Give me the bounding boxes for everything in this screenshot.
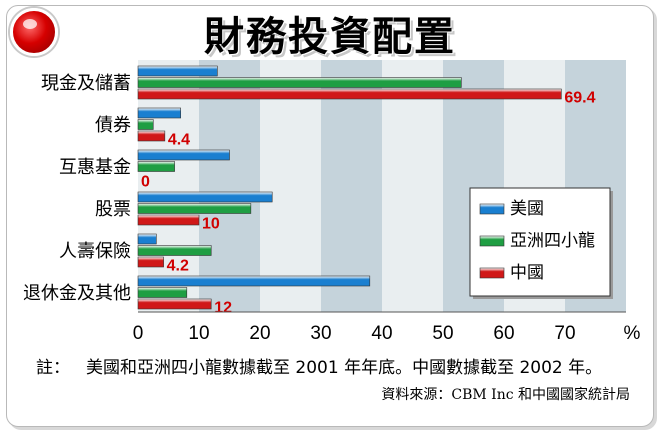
x-tick-label: 70	[554, 323, 575, 344]
legend-swatch	[479, 235, 505, 247]
chart-title: 財務投資配置	[204, 14, 456, 60]
data-label: 4.2	[167, 258, 189, 275]
legend-swatch	[479, 267, 505, 279]
bar	[137, 233, 157, 245]
grid-band	[138, 60, 199, 312]
bar	[137, 130, 166, 142]
bar	[137, 161, 175, 172]
bar	[137, 107, 182, 119]
x-tick-label: 0	[133, 323, 144, 344]
bar	[137, 245, 212, 256]
bar	[137, 191, 273, 203]
data-label: 10	[202, 216, 220, 233]
legend-label: 美國	[510, 199, 544, 219]
bar	[137, 119, 154, 130]
grid-band	[382, 60, 443, 312]
category-label: 債券	[95, 115, 131, 136]
bar	[137, 275, 371, 287]
category-label: 退休金及其他	[23, 283, 131, 304]
red-circle-icon	[10, 8, 58, 56]
bar	[137, 298, 212, 310]
bar	[137, 287, 188, 298]
x-tick-label: 30	[310, 323, 331, 344]
footnote-text: 美國和亞洲四小龍數據截至 2001 年年底。中國數據截至 2002 年。	[86, 358, 603, 378]
data-label: 0	[141, 174, 150, 191]
grid-band	[199, 60, 260, 312]
bar	[137, 65, 218, 77]
bar	[137, 256, 164, 268]
x-tick-label: 40	[371, 323, 392, 344]
bar	[137, 214, 200, 226]
legend-label: 中國	[510, 263, 544, 283]
footnote-label: 註：	[36, 358, 70, 378]
legend-swatch	[479, 203, 505, 215]
grid-band	[260, 60, 321, 312]
x-axis-unit: %	[624, 323, 641, 344]
category-label: 股票	[95, 199, 131, 220]
data-label: 12	[214, 300, 232, 317]
x-tick-label: 10	[188, 323, 209, 344]
grid-band	[321, 60, 382, 312]
category-label: 互惠基金	[59, 157, 131, 178]
bar	[137, 203, 252, 214]
bar	[137, 149, 230, 161]
source-note: 資料來源：CBM Inc 和中國國家統計局	[381, 387, 630, 403]
data-label: 4.4	[168, 132, 190, 149]
x-tick-label: 50	[432, 323, 453, 344]
category-label: 人壽保險	[59, 241, 131, 262]
legend-label: 亞洲四小龍	[510, 231, 595, 251]
bar	[137, 88, 562, 100]
data-label: 69.4	[564, 90, 595, 107]
category-label: 現金及儲蓄	[41, 73, 131, 94]
bar	[137, 77, 462, 88]
x-tick-label: 20	[249, 323, 270, 344]
x-tick-label: 60	[493, 323, 514, 344]
